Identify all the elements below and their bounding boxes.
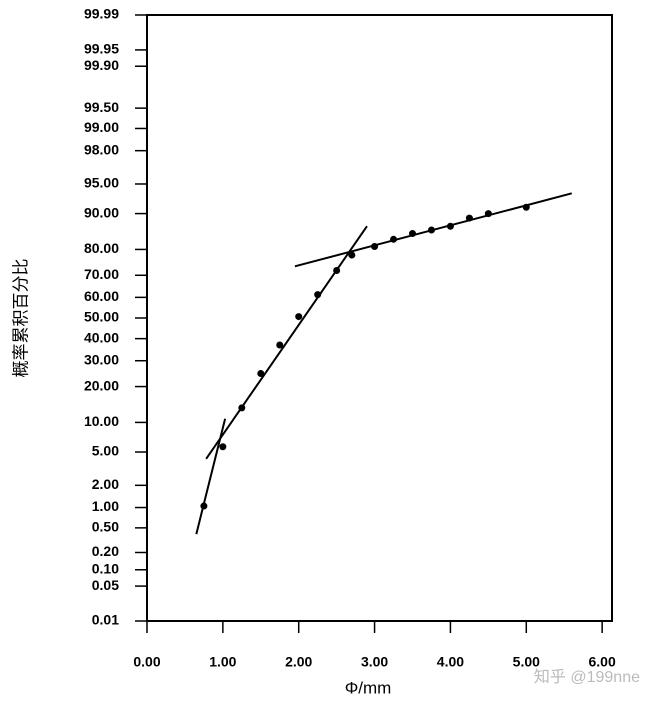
- x-tick-label: 1.00: [209, 654, 236, 670]
- x-tick-label: 3.00: [361, 654, 388, 670]
- y-tick-label: 99.00: [84, 119, 119, 135]
- y-tick-label: 50.00: [84, 309, 119, 325]
- y-tick-label: 0.10: [92, 560, 119, 576]
- watermark: 知乎 @199nne: [534, 668, 640, 686]
- y-tick-label: 98.00: [84, 141, 119, 157]
- y-tick-label: 0.01: [92, 612, 119, 628]
- x-tick-label: 2.00: [285, 654, 312, 670]
- data-point: [238, 404, 246, 412]
- data-point: [333, 267, 341, 275]
- data-point: [295, 313, 303, 321]
- y-axis-label: 概率累积百分比: [11, 259, 30, 378]
- y-tick-label: 0.50: [92, 519, 119, 535]
- data-point: [446, 222, 454, 230]
- y-tick-label: 99.99: [84, 6, 119, 22]
- data-point: [427, 226, 435, 234]
- y-tick-label: 20.00: [84, 377, 119, 393]
- data-point: [257, 369, 265, 377]
- y-tick-label: 1.00: [92, 498, 119, 514]
- y-tick-label: 5.00: [92, 443, 119, 459]
- y-tick-label: 99.90: [84, 57, 119, 73]
- y-tick-label: 30.00: [84, 351, 119, 367]
- y-tick-label: 90.00: [84, 204, 119, 220]
- y-tick-label: 95.00: [84, 175, 119, 191]
- data-point: [522, 203, 530, 211]
- y-tick-label: 70.00: [84, 266, 119, 282]
- data-point: [408, 230, 416, 238]
- fit-line: [205, 225, 368, 460]
- data-point: [276, 341, 284, 349]
- y-tick-label: 40.00: [84, 329, 119, 345]
- data-point: [484, 210, 492, 218]
- data-point: [390, 235, 398, 243]
- y-tick-label: 0.20: [92, 543, 119, 559]
- data-point: [465, 214, 473, 222]
- y-tick-label: 0.05: [92, 577, 119, 593]
- x-tick-label: 5.00: [513, 654, 540, 670]
- plot-frame: [146, 14, 613, 622]
- data-point: [219, 443, 227, 451]
- data-point: [371, 242, 379, 250]
- data-point: [348, 251, 356, 259]
- y-tick-label: 10.00: [84, 413, 119, 429]
- x-axis-label: Φ/mm: [345, 678, 392, 697]
- y-tick-label: 2.00: [92, 476, 119, 492]
- data-point: [314, 291, 322, 299]
- x-tick-label: 0.00: [133, 654, 160, 670]
- data-point: [200, 502, 208, 510]
- y-tick-label: 99.95: [84, 41, 119, 57]
- y-tick-label: 80.00: [84, 240, 119, 256]
- x-tick-label: 4.00: [437, 654, 464, 670]
- y-tick-label: 60.00: [84, 288, 119, 304]
- y-tick-label: 99.50: [84, 99, 119, 115]
- x-tick-label: 6.00: [589, 654, 616, 670]
